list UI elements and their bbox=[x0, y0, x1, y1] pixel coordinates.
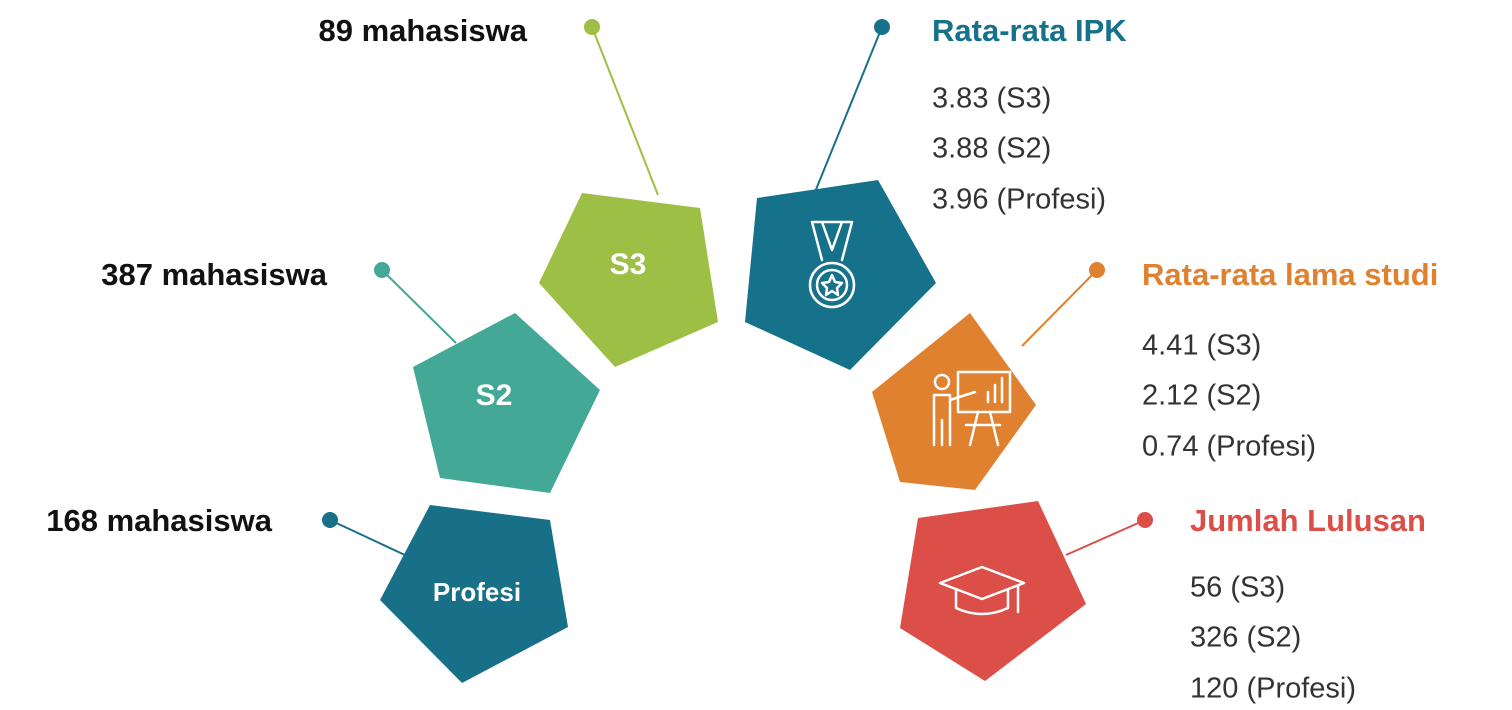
pentagon bbox=[380, 505, 568, 683]
pentagon bbox=[413, 313, 600, 493]
connector bbox=[1021, 269, 1098, 347]
connector bbox=[381, 269, 457, 344]
student-count: 168 mahasiswa bbox=[46, 503, 273, 538]
connector bbox=[814, 26, 883, 193]
stat-title: Rata-rata IPK bbox=[932, 13, 1127, 48]
stat-title: Rata-rata lama studi bbox=[1142, 257, 1438, 292]
pentagon bbox=[745, 180, 936, 370]
student-count: 387 mahasiswa bbox=[101, 257, 328, 292]
level-label: S2 bbox=[476, 379, 513, 412]
dot bbox=[374, 262, 390, 278]
connectors bbox=[322, 19, 1153, 557]
stat-item: 3.88 (S2) bbox=[932, 133, 1051, 165]
stat-item: 2.12 (S2) bbox=[1142, 380, 1261, 412]
stat-title: Jumlah Lulusan bbox=[1190, 503, 1426, 538]
dot bbox=[874, 19, 890, 35]
stat-item: 326 (S2) bbox=[1190, 622, 1301, 654]
level-label: S3 bbox=[610, 248, 647, 281]
pentagon bbox=[539, 193, 718, 367]
level-label: Profesi bbox=[433, 577, 521, 607]
stat-item: 3.96 (Profesi) bbox=[932, 184, 1106, 216]
dot bbox=[584, 19, 600, 35]
stat-item: 120 (Profesi) bbox=[1190, 673, 1356, 705]
dot bbox=[1137, 512, 1153, 528]
stat-item: 4.41 (S3) bbox=[1142, 330, 1261, 362]
student-count: 89 mahasiswa bbox=[318, 13, 527, 48]
connector bbox=[1065, 519, 1146, 556]
dot bbox=[322, 512, 338, 528]
pentagon bbox=[900, 501, 1086, 681]
pentagon bbox=[872, 313, 1036, 490]
stat-item: 56 (S3) bbox=[1190, 572, 1285, 604]
connector bbox=[591, 26, 659, 196]
connector bbox=[329, 519, 408, 557]
graduation-icon bbox=[938, 565, 1026, 616]
stat-item: 0.74 (Profesi) bbox=[1142, 431, 1316, 463]
medal-icon bbox=[808, 220, 856, 309]
presentation-icon bbox=[932, 370, 1012, 447]
dot bbox=[1089, 262, 1105, 278]
stat-item: 3.83 (S3) bbox=[932, 83, 1051, 115]
